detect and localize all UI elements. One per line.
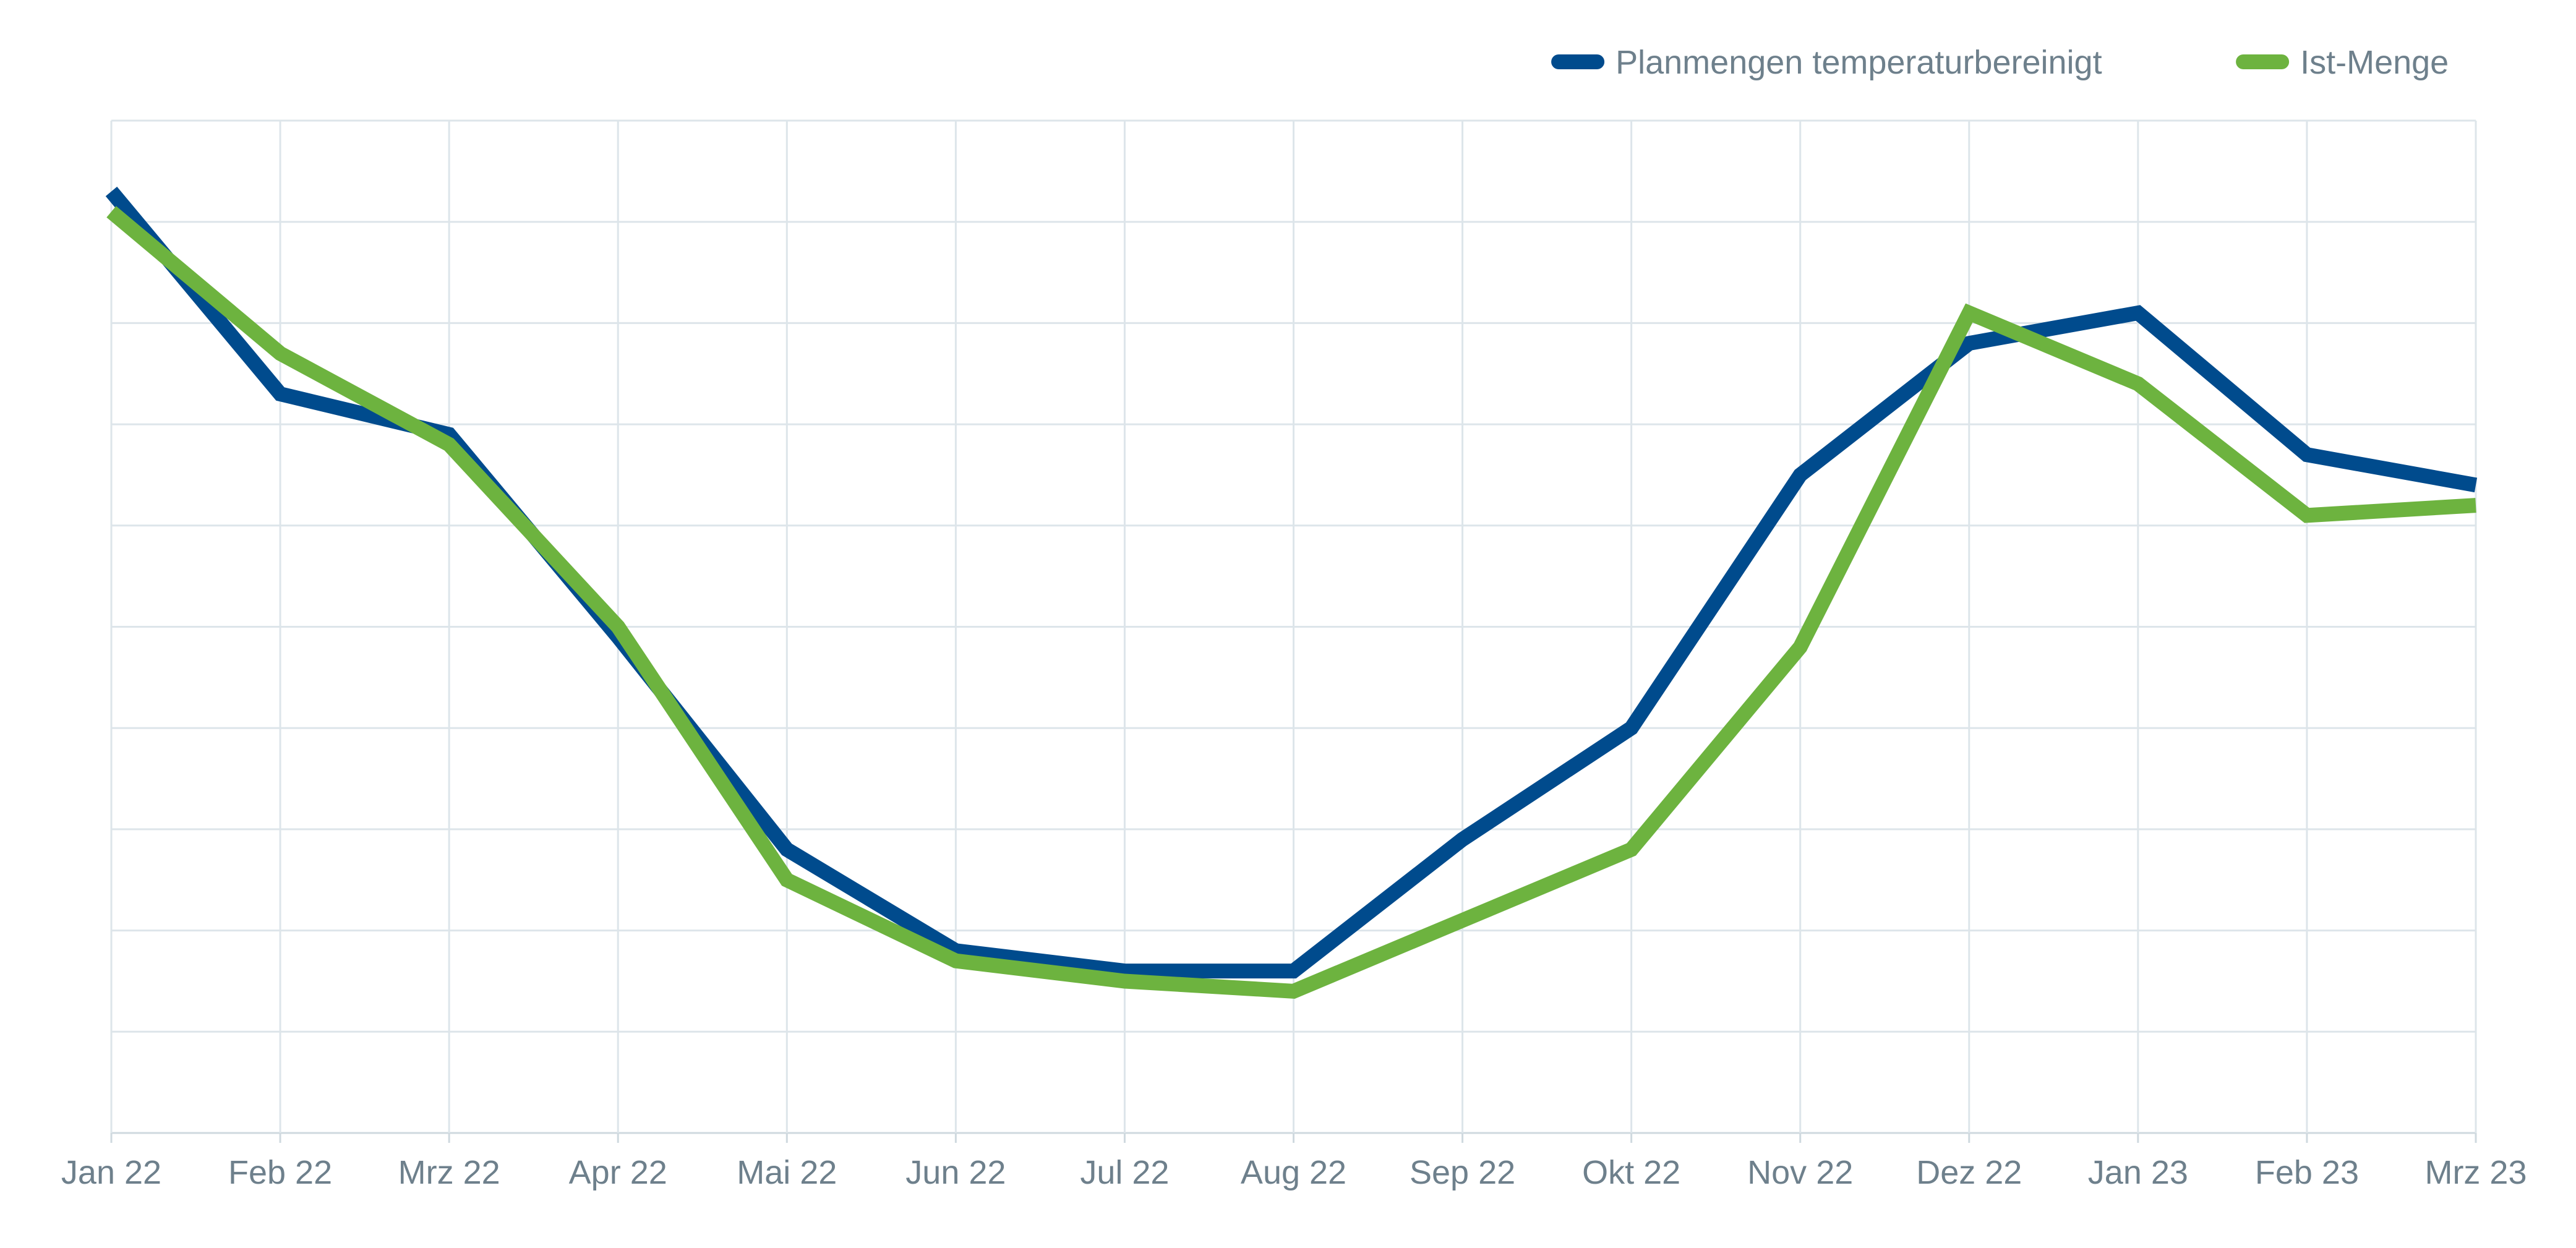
x-tick-label: Feb 23 <box>2255 1154 2359 1191</box>
series-line-2[interactable] <box>106 206 2476 999</box>
x-tick-label: Feb 22 <box>228 1154 332 1191</box>
x-tick-label: Mrz 22 <box>398 1154 500 1191</box>
x-tick-label: Dez 22 <box>1916 1154 2022 1191</box>
x-tick-label: Mai 22 <box>737 1154 837 1191</box>
legend-label: Planmengen temperaturbereinigt <box>1615 44 2102 81</box>
series-group <box>105 186 2478 999</box>
legend[interactable]: Planmengen temperaturbereinigt Ist-Menge <box>1551 44 2449 81</box>
grid <box>110 119 2477 1134</box>
x-tick-label: Jun 22 <box>905 1154 1006 1191</box>
legend-item-2[interactable]: Ist-Menge <box>2236 44 2449 81</box>
x-axis: Jan 22 Feb 22 Mrz 22 Apr 22 Mai 22 Jun 22 Jul … <box>61 1133 2527 1191</box>
x-tick-label: Jul 22 <box>1080 1154 1169 1191</box>
legend-label: Ist-Menge <box>2300 44 2449 81</box>
legend-item-1[interactable]: Planmengen temperaturbereinigt <box>1551 44 2102 81</box>
x-tick-label: Jan 23 <box>2088 1154 2188 1191</box>
x-tick-label: Aug 22 <box>1241 1154 1346 1191</box>
x-tick-label: Mrz 23 <box>2424 1154 2527 1191</box>
x-tick-label: Apr 22 <box>569 1154 667 1191</box>
x-tick-label: Nov 22 <box>1747 1154 1853 1191</box>
x-tick-label: Jan 22 <box>61 1154 161 1191</box>
x-tick-label: Okt 22 <box>1582 1154 1680 1191</box>
x-tick-label: Sep 22 <box>1410 1154 1515 1191</box>
